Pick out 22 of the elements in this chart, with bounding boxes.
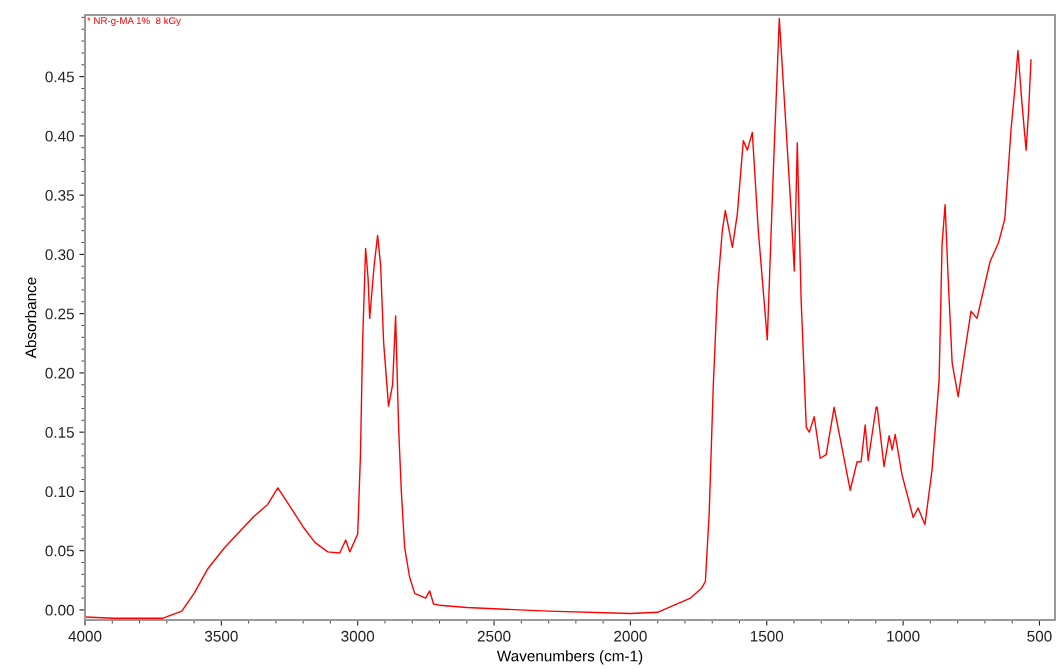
y-tick-label: 0.35 <box>45 190 74 201</box>
y-tick-label: 0.10 <box>45 486 74 498</box>
x-tick-label: 2500 <box>477 630 511 642</box>
y-tick-label: 0.00 <box>45 604 74 616</box>
x-tick-label: 1000 <box>887 630 920 642</box>
y-axis-title: Absorbance <box>25 277 37 359</box>
x-tick-label: 4000 <box>68 630 102 642</box>
y-tick-label: 0.30 <box>45 249 74 261</box>
y-tick-label: 0.25 <box>45 308 74 320</box>
y-tick-label: 0.45 <box>45 71 74 83</box>
x-tick-label: 2000 <box>614 630 647 642</box>
y-tick-label: 0.05 <box>45 545 74 557</box>
y-tick-label: 0.20 <box>45 367 74 379</box>
x-tick-label: 1500 <box>750 630 784 642</box>
text: * NR-g-MA 1% 8 kGy <box>87 16 181 27</box>
x-axis-title: Wavenumbers (cm-1) <box>496 650 643 665</box>
x-tick-label: 500 <box>1027 630 1052 642</box>
x-tick-label: 3500 <box>204 630 238 642</box>
y-tick-label: 0.40 <box>45 130 74 142</box>
line-series <box>85 17 1032 619</box>
y-tick-label: 0.15 <box>45 427 74 438</box>
x-tick-label: 3000 <box>341 630 375 642</box>
